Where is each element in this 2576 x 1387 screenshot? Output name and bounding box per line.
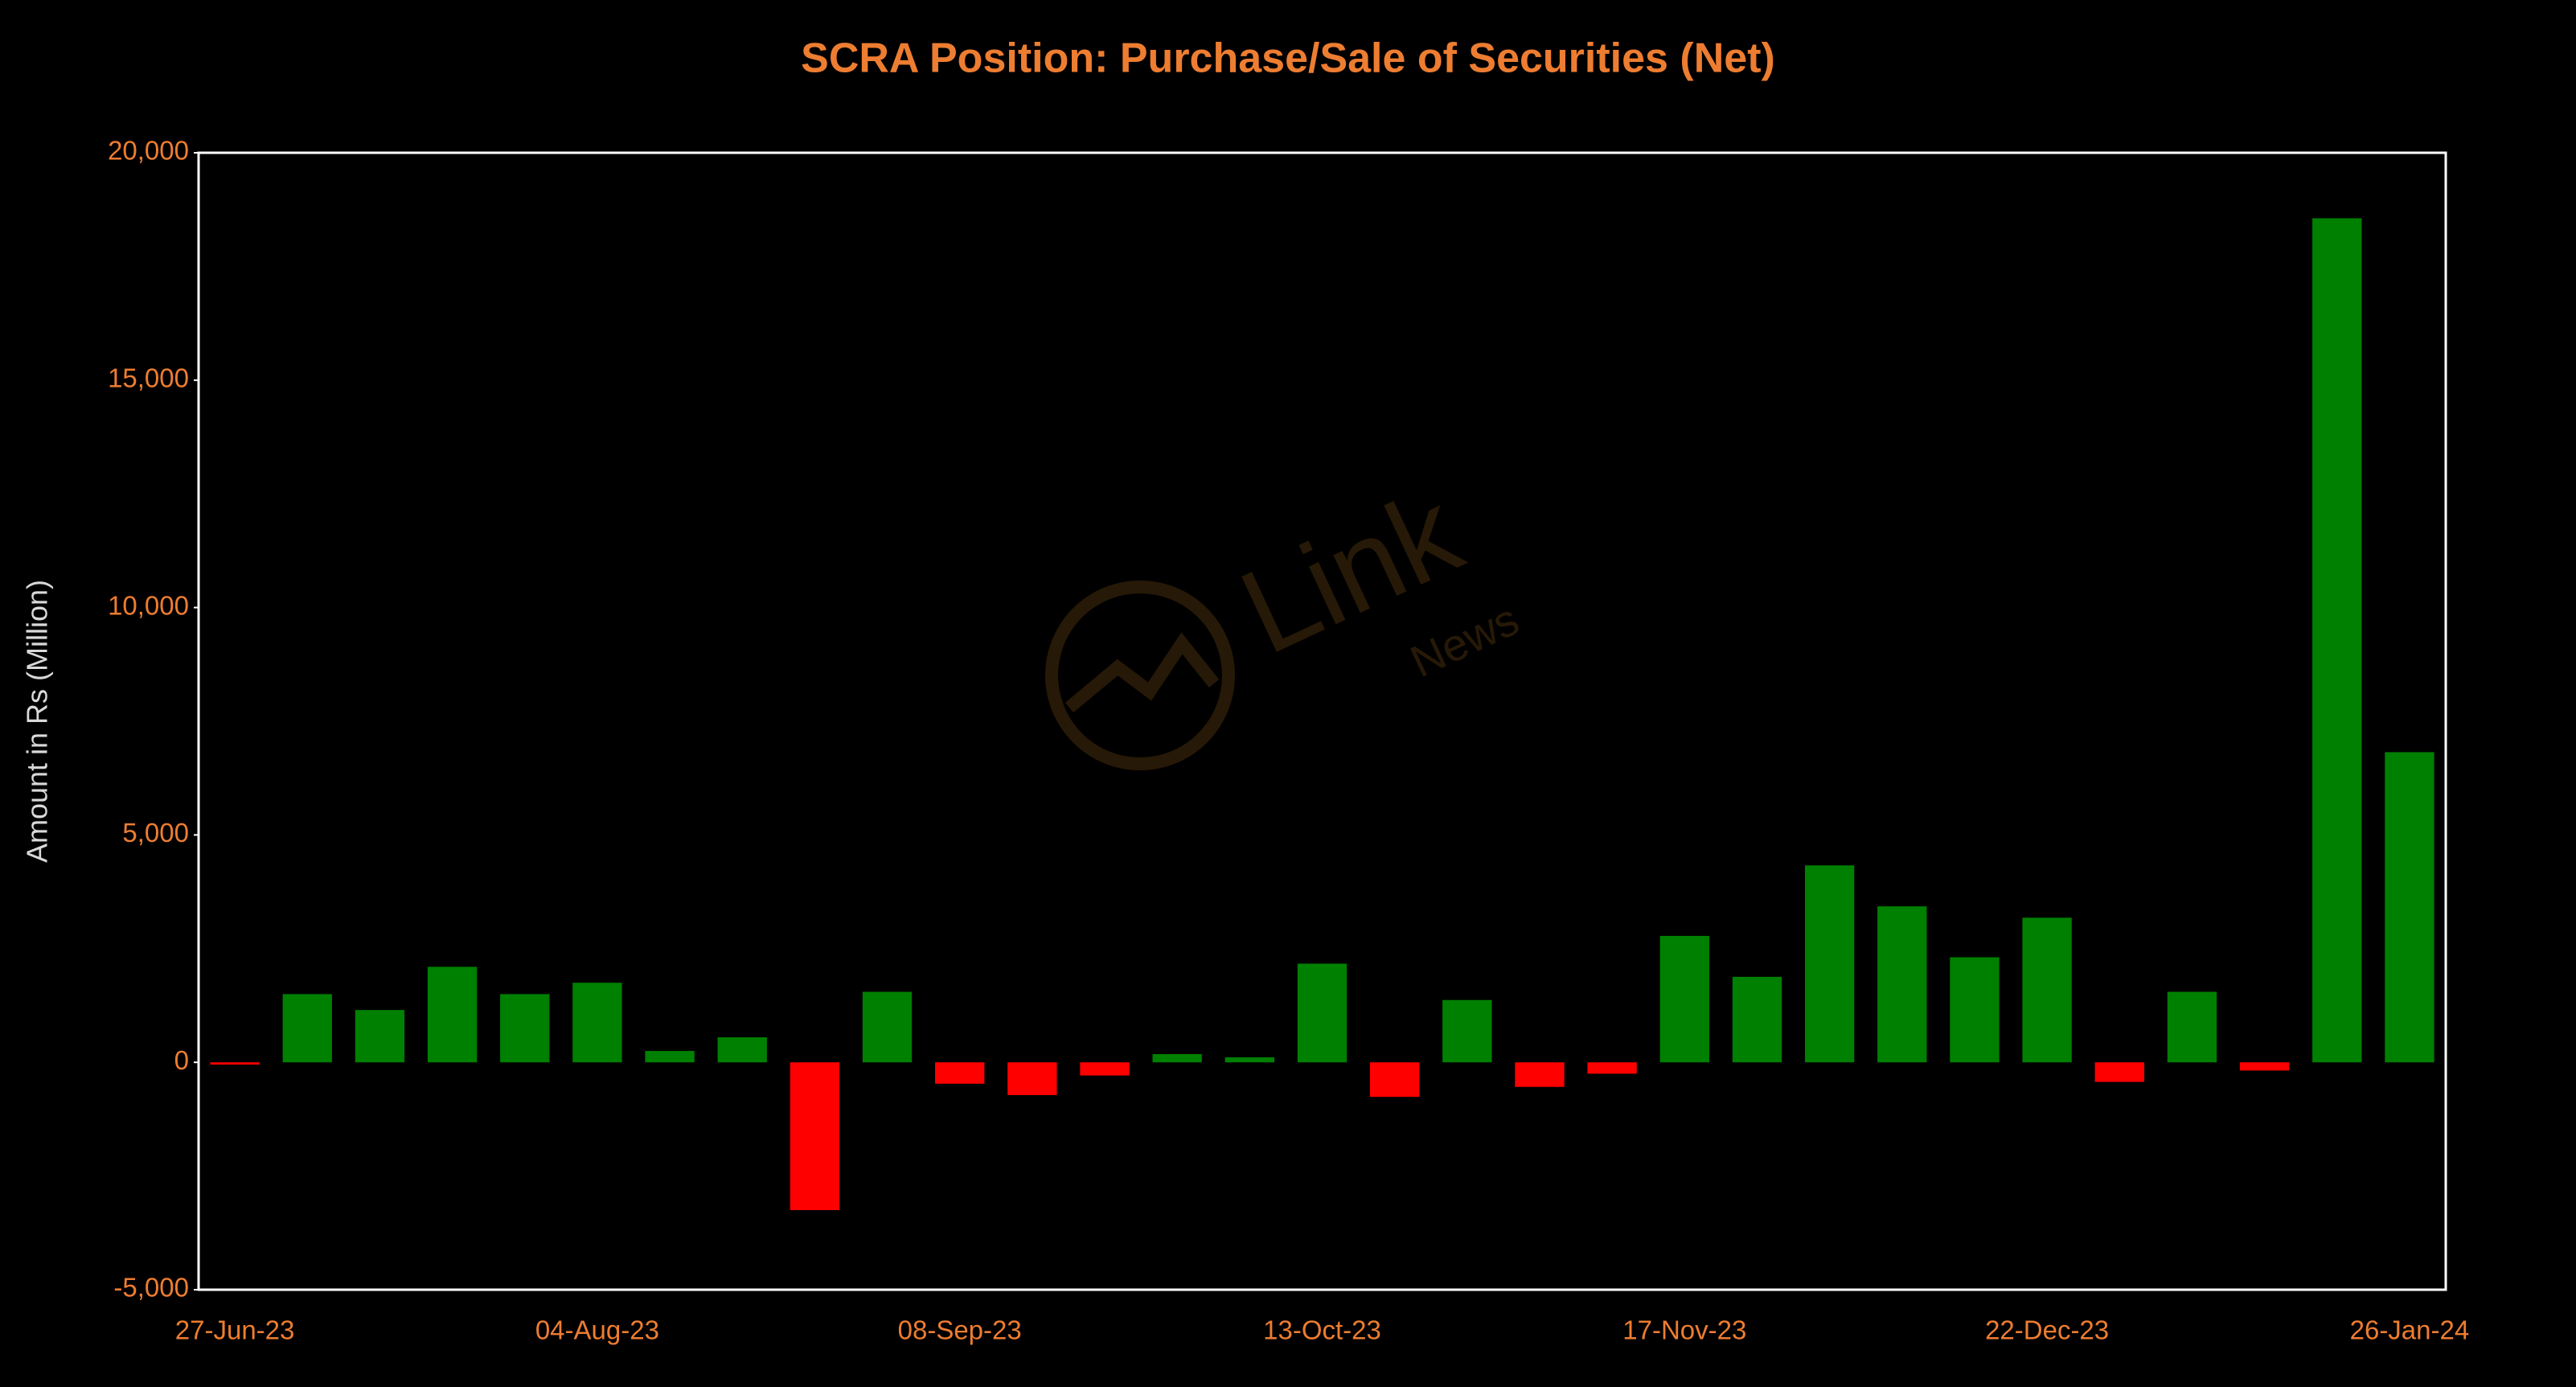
bar	[717, 1037, 767, 1063]
y-tick-label: -5,000	[113, 1273, 189, 1303]
bar	[1877, 906, 1927, 1063]
x-tick-label: 17-Nov-23	[1622, 1315, 1746, 1345]
bar	[2312, 218, 2362, 1063]
bar	[2094, 1062, 2144, 1082]
bar	[1370, 1062, 1420, 1098]
y-axis-label: Amount in Rs (Million)	[21, 580, 54, 863]
bar	[862, 991, 913, 1063]
bar	[1080, 1062, 1130, 1076]
x-tick-label: 13-Oct-23	[1263, 1315, 1381, 1345]
bar	[2022, 917, 2072, 1063]
bar	[1587, 1062, 1637, 1074]
bar	[1007, 1062, 1057, 1095]
bar	[355, 1010, 405, 1063]
chart-title: SCRA Position: Purchase/Sale of Securiti…	[801, 35, 1775, 82]
plot-frame	[197, 151, 2447, 1291]
bar	[1152, 1054, 1202, 1063]
bar	[2239, 1062, 2290, 1071]
bar	[2385, 752, 2434, 1063]
bar	[282, 994, 332, 1063]
bar	[500, 994, 550, 1063]
bar	[1515, 1062, 1565, 1087]
x-tick-label: 26-Jan-24	[2350, 1315, 2470, 1345]
bar	[210, 1062, 260, 1065]
y-tick-label: 10,000	[108, 590, 189, 620]
bar	[645, 1051, 695, 1063]
bar	[572, 983, 622, 1063]
bar	[1659, 935, 1709, 1063]
bar	[1804, 865, 1855, 1063]
x-tick-label: 22-Dec-23	[1985, 1315, 2109, 1345]
bar	[1950, 957, 2000, 1063]
y-tick-label: 0	[174, 1045, 189, 1075]
bar	[2167, 991, 2217, 1063]
x-tick-label: 08-Sep-23	[898, 1315, 1022, 1345]
bar	[427, 966, 478, 1063]
x-tick-label: 27-Jun-23	[175, 1315, 295, 1345]
bar	[935, 1062, 985, 1084]
bar	[1224, 1057, 1274, 1063]
watermark-logo	[1045, 581, 1235, 770]
y-tick-label: 5,000	[122, 818, 189, 847]
bar	[1732, 976, 1782, 1063]
bar	[790, 1062, 840, 1211]
watermark-logo-line	[1064, 632, 1220, 713]
bar	[1442, 999, 1492, 1063]
x-tick-label: 04-Aug-23	[535, 1315, 659, 1345]
y-tick-label: 20,000	[108, 136, 189, 166]
bar	[1297, 963, 1347, 1063]
y-tick-label: 15,000	[108, 363, 189, 393]
